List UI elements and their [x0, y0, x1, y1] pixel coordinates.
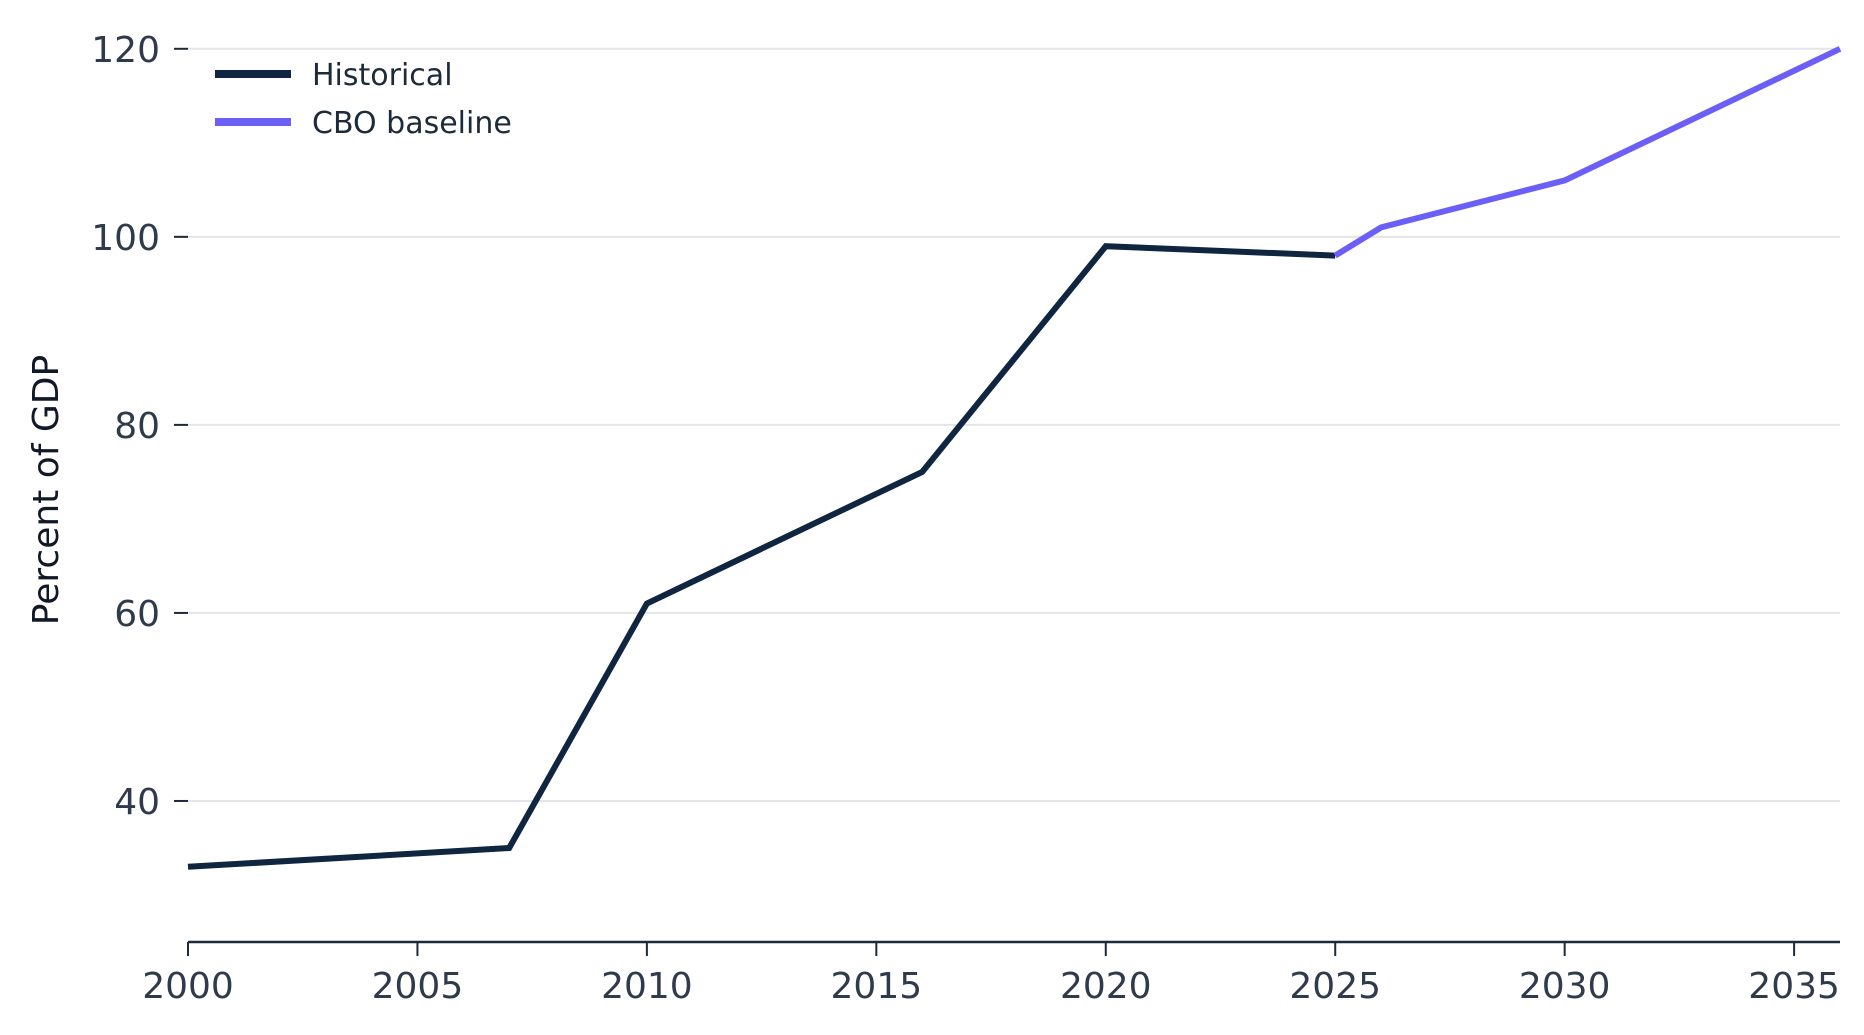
legend-label: Historical — [312, 58, 453, 93]
series-line-cbo-baseline — [1333, 46, 1842, 259]
x-tick-label: 2020 — [1060, 966, 1152, 1007]
legend-label: CBO baseline — [312, 106, 512, 141]
x-axis: 2000 2005 2010 2015 2020 2025 2030 2035 — [142, 940, 1840, 1007]
y-tick-label: 80 — [114, 406, 160, 447]
y-axis-title: Percent of GDP — [26, 355, 67, 625]
x-tick-label: 2000 — [142, 966, 234, 1007]
x-tick-label: 2035 — [1748, 966, 1840, 1007]
x-tick-label: 2030 — [1519, 966, 1611, 1007]
series-line-historical — [187, 243, 1336, 870]
y-tick-label: 120 — [91, 30, 160, 71]
x-tick-label: 2015 — [831, 966, 923, 1007]
y-tick-label: 40 — [114, 782, 160, 823]
y-tick-label: 60 — [114, 594, 160, 635]
y-tick-label: 100 — [91, 218, 160, 259]
series-lines — [187, 46, 1842, 870]
legend: Historical CBO baseline — [215, 58, 512, 141]
x-tick-label: 2025 — [1289, 966, 1381, 1007]
x-tick-label: 2005 — [372, 966, 464, 1007]
y-axis: 40 60 80 100 120 — [91, 30, 188, 823]
x-tick-label: 2010 — [601, 966, 693, 1007]
grid-lines — [188, 47, 1840, 802]
